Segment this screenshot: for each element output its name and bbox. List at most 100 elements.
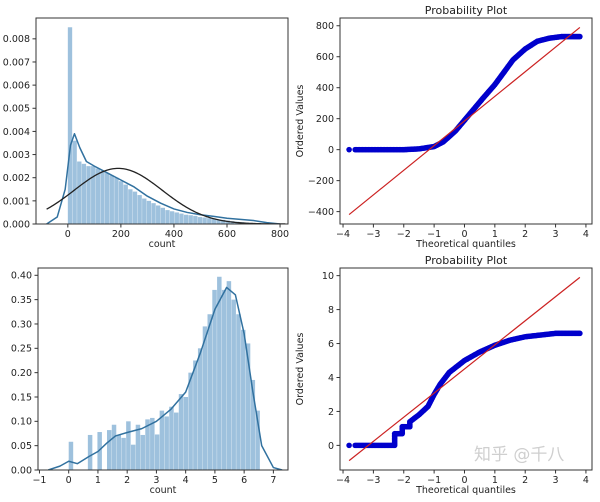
axes-frame (37, 267, 289, 471)
x-tick-label: 2 (522, 229, 528, 240)
y-tick-label: 8 (328, 305, 334, 316)
y-tick-label: 0 (328, 145, 334, 156)
histogram-bar (159, 410, 165, 470)
histogram-bar (150, 417, 155, 470)
y-tick-label: 4 (328, 373, 334, 384)
histogram-bar (165, 210, 170, 224)
histogram-bar (140, 434, 145, 470)
x-tick-label: −1 (427, 475, 441, 486)
x-tick-label: 600 (218, 229, 236, 240)
x-tick-label: 4 (583, 475, 589, 486)
fit-line (348, 276, 581, 462)
y-tick-label: 2 (328, 407, 334, 418)
x-tick-label: 0 (461, 475, 467, 486)
histogram-bar (135, 424, 141, 470)
histogram-bar (154, 434, 160, 470)
y-tick-label: 0 (328, 441, 334, 452)
x-tick-label: 400 (165, 229, 183, 240)
histogram-bar (174, 412, 179, 470)
x-tick-label: −1 (32, 475, 46, 486)
y-tick-label: 0.006 (3, 81, 30, 92)
x-tick-label: −3 (366, 475, 380, 486)
y-tick-label: 0.10 (11, 417, 32, 428)
histogram-bar (225, 220, 231, 224)
histogram-bar (174, 212, 179, 224)
y-tick-label: 0.05 (11, 441, 32, 452)
y-tick-label: 0.00 (11, 465, 32, 476)
y-tick-label: 0.20 (11, 368, 32, 379)
histogram-bar (241, 329, 246, 470)
histogram-bar (151, 203, 156, 224)
x-tick-label: 200 (112, 229, 130, 240)
x-tick-label: 2 (522, 475, 528, 486)
qq-point (346, 442, 352, 449)
histogram-bar (116, 434, 122, 470)
plot-area (346, 276, 583, 462)
x-tick-label: 0 (66, 475, 72, 486)
histogram-bar (114, 177, 119, 224)
histogram-bar (216, 219, 221, 224)
histogram-bar (183, 214, 189, 224)
histogram-bar (245, 343, 251, 470)
x-tick-label: 4 (583, 229, 589, 240)
histogram-bar (197, 348, 203, 470)
x-tick-label: −2 (397, 229, 411, 240)
normal-fit-curve (46, 167, 286, 224)
x-tick-label: 3 (153, 475, 159, 486)
y-tick-label: 0.35 (11, 295, 32, 306)
histogram-bar (217, 276, 222, 470)
histogram-bar (91, 166, 96, 224)
subplot-3: −1 0 1 2 3 4 5 6 7 0.00 0.05 0.10 0.15 0.20 0.25 0.30 0.… (11, 267, 289, 496)
y-tick-label: −200 (308, 176, 334, 187)
histogram-bar (132, 191, 138, 224)
x-tick-label: 3 (553, 229, 559, 240)
histogram-bar (179, 213, 184, 224)
y-tick-label: 0.000 (3, 219, 30, 230)
x-tick-label: 4 (183, 475, 189, 486)
histogram-bar (226, 281, 232, 470)
y-tick-label: 0.40 (11, 271, 32, 282)
y-tick-label: 0.007 (3, 57, 30, 68)
histogram-bar (100, 170, 105, 224)
histogram-bar (221, 219, 226, 224)
x-tick-label: 6 (241, 475, 247, 486)
histogram-bar (183, 396, 189, 470)
x-tick-label: 1 (95, 475, 101, 486)
watermark: 知乎 @千八 (474, 445, 564, 465)
histogram-bar (146, 200, 152, 224)
histogram-bar (97, 432, 102, 470)
kde-curve (46, 132, 281, 224)
y-tick-label: 0.30 (11, 319, 32, 330)
histogram-bar (160, 207, 166, 224)
histogram-bar (188, 215, 193, 224)
histogram-bar (87, 434, 93, 470)
histogram-bar (128, 189, 133, 224)
histogram-bar (130, 444, 136, 470)
qq-point (577, 33, 583, 40)
x-tick-label: 5 (212, 475, 218, 486)
y-tick-label: 10 (322, 271, 334, 282)
histogram-bar (255, 410, 260, 470)
histogram-bar (126, 421, 131, 470)
histogram-bar (156, 205, 161, 224)
y-tick-label: 0.008 (3, 34, 30, 45)
histogram-bar (142, 198, 147, 224)
fit-line (348, 26, 581, 216)
histogram-bar (95, 168, 101, 224)
y-tick-label: 400 (316, 83, 334, 94)
histogram-bar (221, 289, 227, 470)
histogram-bar (212, 289, 217, 470)
histogram-bar (207, 314, 212, 470)
y-tick-label: 0.25 (11, 344, 32, 355)
y-tick-label: 0.005 (3, 104, 30, 115)
chart-title: Probability Plot (425, 4, 508, 17)
x-tick-label: 7 (270, 475, 276, 486)
axes-frame (35, 17, 289, 225)
subplot-2: −4 −3 −2 −1 0 1 2 3 4 −400 −200 0 200 400 600 800 Theore… (295, 4, 593, 250)
x-tick-label: −2 (397, 475, 411, 486)
subplot-4: 知乎 @千八 −4 −3 −2 −1 0 1 2 3 4 0 2 4 6 8 10 Theoretical qu… (295, 254, 593, 496)
plot-area (47, 276, 283, 470)
histogram-bar (197, 217, 203, 224)
